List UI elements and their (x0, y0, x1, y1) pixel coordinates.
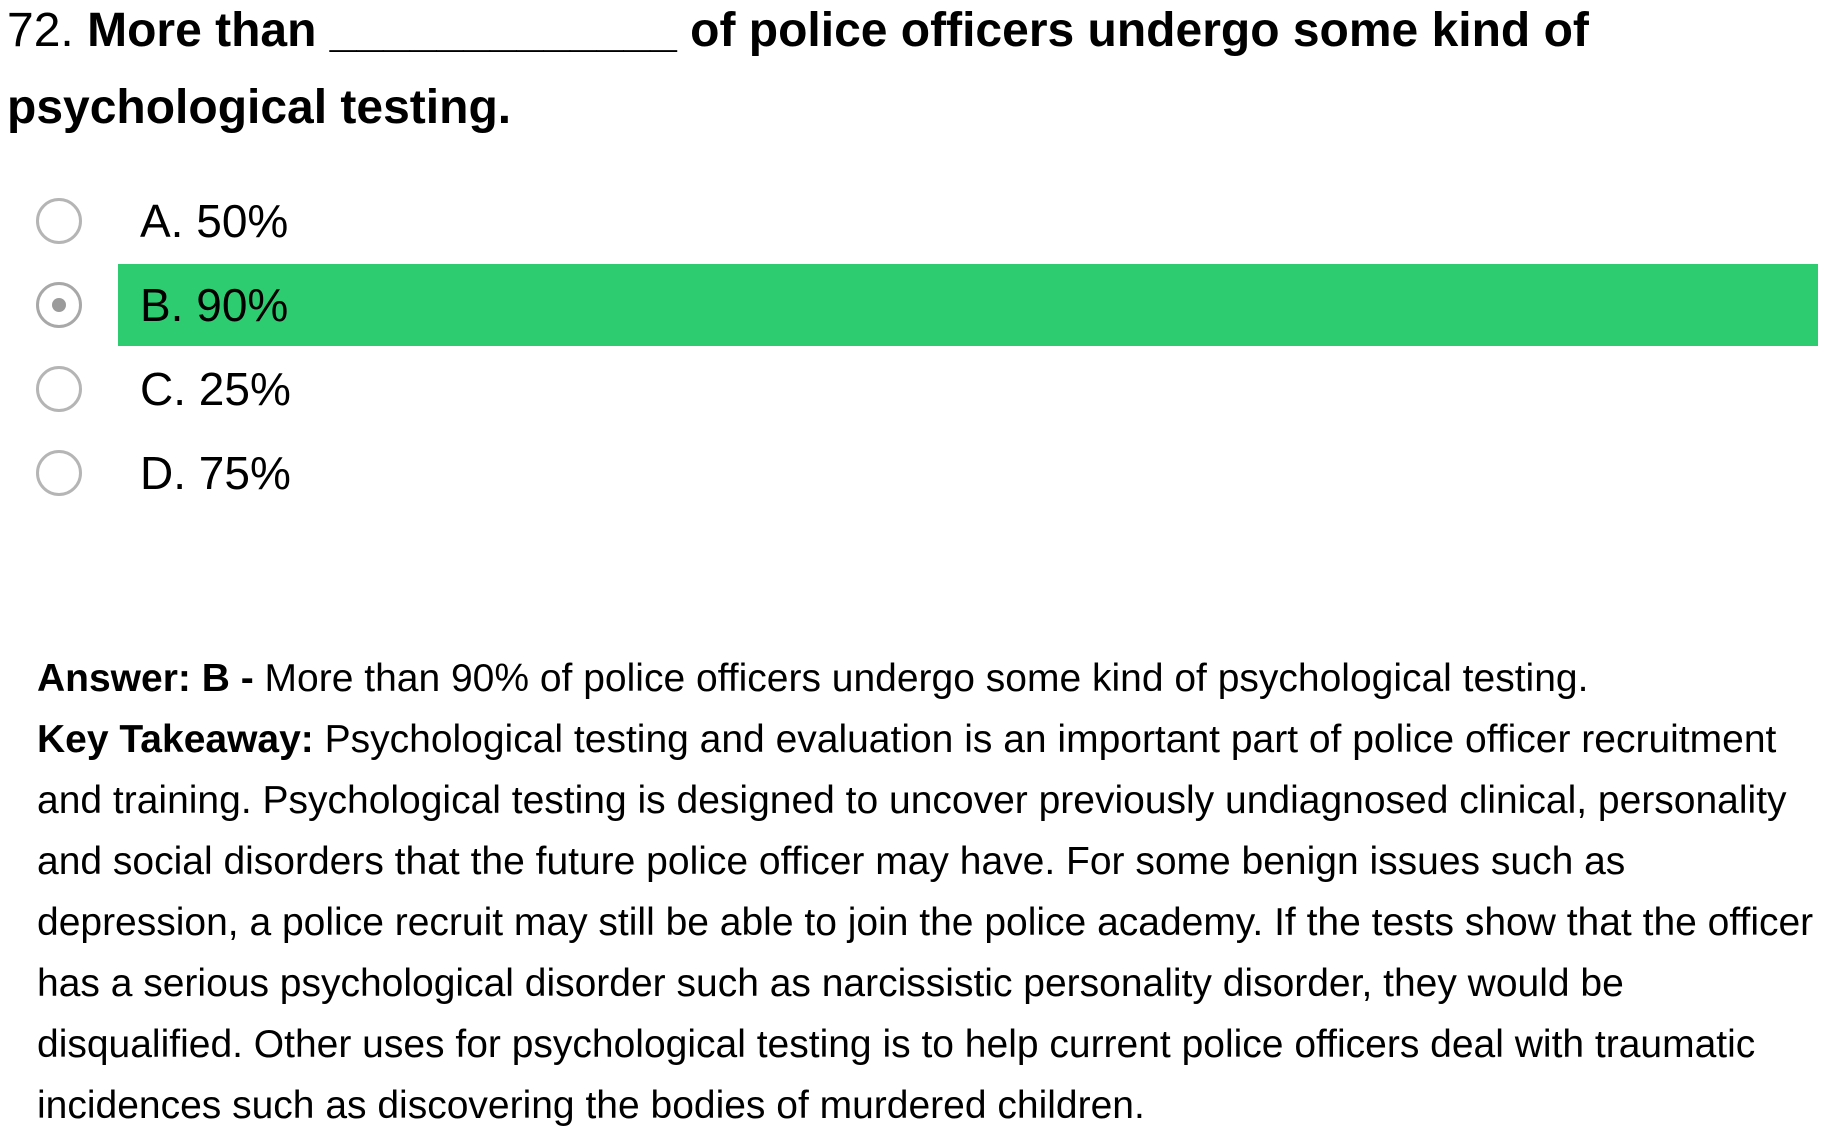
radio-selected-dot-icon (52, 298, 66, 312)
takeaway-text: Psychological testing and evaluation is … (37, 718, 1814, 1127)
question-text: 72. More than _____________ of police of… (7, 0, 1787, 146)
radio-a-icon[interactable] (36, 198, 82, 244)
option-b-box[interactable]: B. 90% (118, 264, 1818, 346)
answer-label: Answer: B - (37, 657, 254, 700)
option-c-box[interactable]: C. 25% (118, 348, 1818, 430)
option-d-label: D. 75% (140, 447, 291, 499)
option-a-label: A. 50% (140, 195, 289, 247)
option-c[interactable]: C. 25% (0, 348, 1830, 430)
option-d[interactable]: D. 75% (0, 432, 1830, 514)
option-b-label: B. 90% (140, 279, 289, 331)
takeaway-label: Key Takeaway: (37, 718, 314, 761)
radio-b-icon[interactable] (36, 282, 82, 328)
question-body: More than _____________ of police office… (7, 4, 1589, 134)
question-number: 72. (7, 4, 74, 57)
radio-c-icon[interactable] (36, 366, 82, 412)
option-a[interactable]: A. 50% (0, 180, 1830, 262)
option-d-box[interactable]: D. 75% (118, 432, 1818, 514)
answer-text: More than 90% of police officers undergo… (264, 657, 1589, 700)
option-b[interactable]: B. 90% (0, 264, 1830, 346)
option-c-label: C. 25% (140, 363, 291, 415)
explanation: Answer: B - More than 90% of police offi… (37, 648, 1817, 1136)
radio-d-icon[interactable] (36, 450, 82, 496)
option-a-box[interactable]: A. 50% (118, 180, 1818, 262)
